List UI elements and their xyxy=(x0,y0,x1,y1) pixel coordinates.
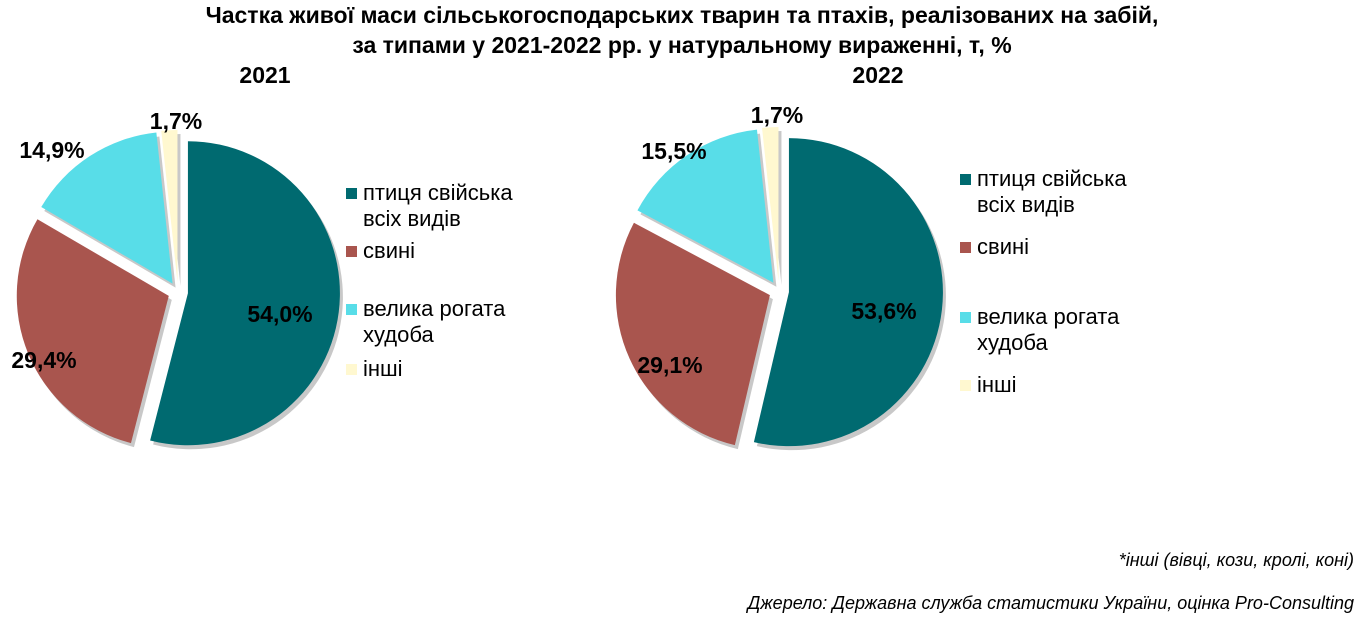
pie-2022: 53,6% 29,1% 15,5% 1,7% xyxy=(615,102,946,451)
label-other: 1,7% xyxy=(751,102,803,128)
slice-cattle xyxy=(637,129,774,283)
legend-label-poultry: птиця свійська всіх видів xyxy=(977,166,1127,217)
label-other: 1,7% xyxy=(150,108,202,134)
legend-label-poultry: птиця свійська всіх видів xyxy=(363,180,513,231)
legend-label-pigs: свині xyxy=(977,234,1030,259)
legend-label-other: інші xyxy=(977,372,1017,397)
slice-other xyxy=(161,130,178,283)
slice-other xyxy=(762,127,779,282)
legend-swatch-poultry xyxy=(346,188,357,199)
slice-pigs xyxy=(16,219,169,444)
legend-swatch-other xyxy=(960,380,971,391)
legend-swatch-cattle xyxy=(960,312,971,323)
source-note: Джерело: Державна служба статистики Укра… xyxy=(747,593,1354,613)
label-pigs: 29,4% xyxy=(11,347,76,373)
label-pigs: 29,1% xyxy=(637,352,702,378)
pie-2021-title: 2021 xyxy=(239,62,291,88)
legend-label-cattle: велика рогата худоба xyxy=(363,296,506,347)
legend-label-other: інші xyxy=(363,356,403,381)
slice-pigs xyxy=(615,222,770,446)
legend-label-pigs: свині xyxy=(363,238,416,263)
legend-swatch-other xyxy=(346,364,357,375)
label-poultry: 53,6% xyxy=(851,298,916,324)
legend-swatch-poultry xyxy=(960,174,971,185)
slice-cattle xyxy=(41,132,173,284)
pie-2022-title: 2022 xyxy=(852,62,904,88)
pie-2021: 54,0% 29,4% 14,9% 1,7% xyxy=(11,108,343,450)
label-cattle: 15,5% xyxy=(641,138,706,164)
slice-poultry xyxy=(753,138,943,447)
slice-poultry xyxy=(150,141,340,446)
label-poultry: 54,0% xyxy=(247,301,312,327)
legend-swatch-cattle xyxy=(346,304,357,315)
legend-label-cattle: велика рогата худоба xyxy=(977,304,1120,355)
chart-title-line-1: Частка живої маси сільськогосподарських … xyxy=(205,2,1159,28)
footnote-other: *інші (вівці, кози, кролі, коні) xyxy=(1118,550,1354,570)
legend-swatch-pigs xyxy=(960,242,971,253)
legend-swatch-pigs xyxy=(346,246,357,257)
label-cattle: 14,9% xyxy=(19,137,84,163)
chart-title-line-2: за типами у 2021-2022 рр. у натуральному… xyxy=(352,32,1012,58)
